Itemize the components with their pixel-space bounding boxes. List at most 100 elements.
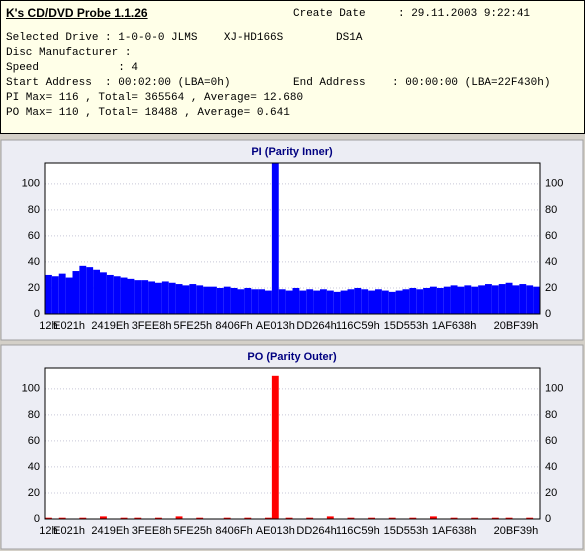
bar	[223, 286, 231, 314]
bar	[450, 517, 458, 519]
x-tick-label: 116C59h	[336, 525, 380, 537]
charts: PI (Parity Inner) 0 0 20 20 40 40 60 60 80 80 100 10…	[0, 139, 584, 550]
bar	[526, 517, 534, 519]
bar	[306, 517, 314, 519]
bar	[51, 276, 59, 314]
bar	[320, 289, 327, 314]
x-tick-label: DD264h	[296, 320, 336, 332]
bar	[368, 517, 375, 519]
y-tick-label-right: 100	[545, 178, 563, 190]
chart-title: PI (Parity Inner)	[251, 146, 333, 158]
bar	[368, 290, 375, 314]
y-tick-label: 0	[34, 513, 40, 525]
x-tick-label: 8406Fh	[215, 525, 252, 537]
bar	[416, 289, 424, 314]
bar	[361, 289, 369, 314]
y-tick-label: 60	[28, 230, 40, 242]
bar	[347, 289, 355, 314]
bar	[100, 516, 107, 519]
bar	[216, 287, 224, 314]
y-tick-label-right: 20	[545, 282, 557, 294]
bar	[505, 517, 513, 519]
bar	[485, 284, 492, 314]
x-tick-label: 5FE25h	[174, 320, 213, 332]
bar	[526, 285, 534, 314]
bar	[457, 286, 465, 314]
y-tick-label-right: 0	[545, 513, 551, 525]
create-date: : 29.11.2003 9:22:41	[398, 8, 531, 20]
bar	[148, 281, 155, 314]
bar	[478, 285, 485, 314]
bar	[443, 286, 451, 314]
y-tick-label: 20	[28, 282, 40, 294]
y-tick-label: 60	[28, 435, 40, 447]
bar	[519, 284, 527, 314]
x-tick-label: 1AF638h	[432, 320, 477, 332]
bar	[45, 517, 52, 519]
app-title: K's CD/DVD Probe 1.1.26	[6, 6, 148, 20]
bar	[134, 280, 142, 314]
bar	[127, 278, 135, 314]
x-tick-label: DD264h	[296, 525, 336, 537]
bar	[265, 517, 272, 519]
bar	[388, 291, 396, 314]
bar	[93, 269, 100, 314]
bar	[196, 285, 204, 314]
plot-border	[44, 162, 541, 315]
bar	[189, 284, 197, 314]
bar	[72, 271, 80, 314]
bar	[79, 517, 87, 519]
bar	[244, 517, 252, 519]
y-tick-label-right: 40	[545, 461, 557, 473]
bar	[210, 286, 217, 314]
bar	[155, 282, 162, 314]
bar	[86, 267, 94, 314]
bar	[491, 517, 499, 519]
bar	[223, 517, 231, 519]
bar	[251, 289, 259, 314]
bar	[278, 289, 286, 314]
y-tick-label-right: 80	[545, 409, 557, 421]
bar	[512, 285, 520, 314]
bar	[354, 287, 362, 314]
y-tick-label-right: 40	[545, 256, 557, 268]
x-tick-label: 8406Fh	[215, 320, 252, 332]
bar	[244, 287, 252, 314]
bar	[65, 277, 73, 314]
bar	[471, 517, 479, 519]
bar	[299, 290, 307, 314]
bar	[333, 291, 341, 314]
bar	[471, 286, 479, 314]
y-tick-label: 100	[22, 383, 40, 395]
bar	[100, 272, 107, 314]
bar	[175, 516, 183, 519]
bar	[436, 287, 444, 314]
bar	[134, 517, 142, 519]
y-tick-label: 40	[28, 256, 40, 268]
bar	[533, 286, 540, 314]
bar	[313, 290, 320, 314]
create-date-label: Create Date	[293, 8, 366, 20]
bar	[409, 287, 417, 314]
x-tick-label: 1AF638h	[432, 525, 477, 537]
bar	[265, 290, 272, 314]
bar	[182, 285, 190, 314]
bar	[498, 284, 506, 314]
bar	[58, 273, 66, 314]
bar	[155, 517, 162, 519]
bar	[58, 517, 66, 519]
x-tick-label: 3FEE8h	[132, 320, 172, 332]
bar	[113, 276, 121, 314]
bar	[326, 516, 334, 519]
bar	[381, 290, 389, 314]
bar	[230, 287, 238, 314]
y-tick-label-right: 20	[545, 487, 557, 499]
bar	[423, 287, 430, 314]
x-tick-label: 15D553h	[384, 525, 429, 537]
bar	[120, 517, 128, 519]
y-tick-label: 20	[28, 487, 40, 499]
x-tick-label: E021h	[53, 525, 85, 537]
bar	[450, 285, 458, 314]
bar	[79, 265, 87, 314]
y-tick-label: 40	[28, 461, 40, 473]
